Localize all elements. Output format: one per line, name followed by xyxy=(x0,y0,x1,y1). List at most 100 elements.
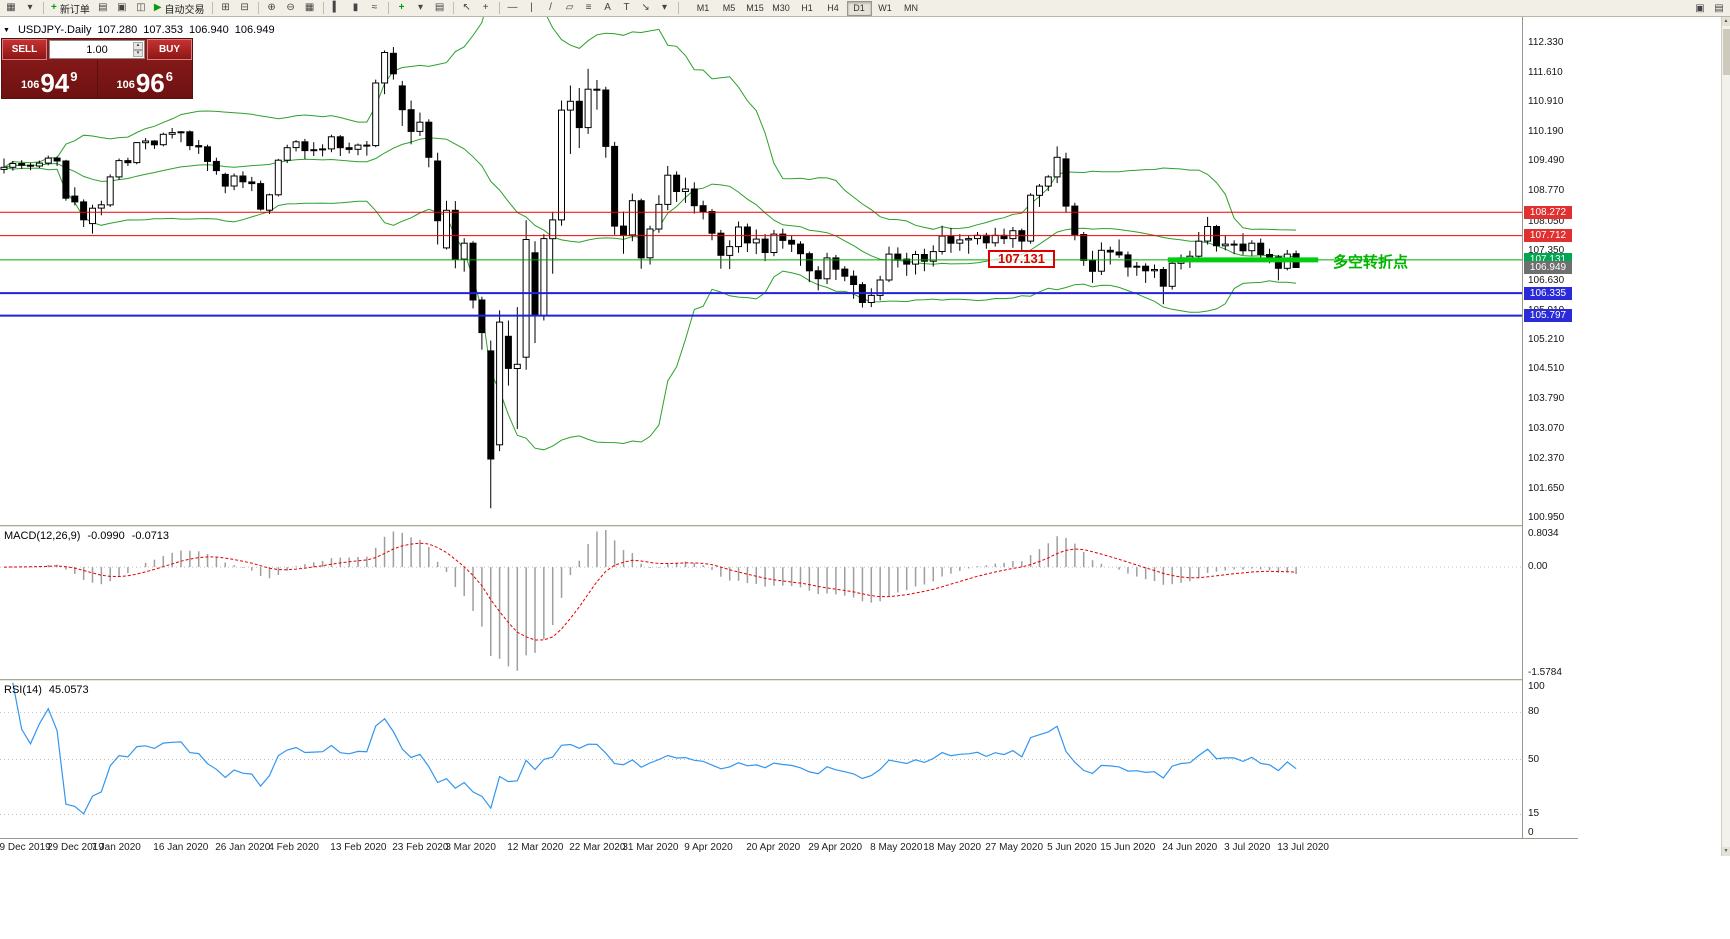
rsi-title: RSI(14) 45.0573 xyxy=(4,684,89,696)
new-order-button[interactable]: + 新订单 xyxy=(48,1,93,16)
date-label: 16 Jan 2020 xyxy=(153,842,209,853)
timeframe-m5[interactable]: M5 xyxy=(717,1,742,16)
templates-icon[interactable]: ▤ xyxy=(431,1,449,16)
buy-button[interactable]: BUY xyxy=(147,39,192,60)
tile-windows-icon[interactable]: ⊞ xyxy=(217,1,235,16)
timeframe-w1[interactable]: W1 xyxy=(873,1,898,16)
date-label: 26 Jan 2020 xyxy=(215,842,271,853)
macd-chart xyxy=(0,530,1522,671)
date-label: 15 Jun 2020 xyxy=(1100,842,1156,853)
line-chart-icon-glyph: ≈ xyxy=(371,2,378,13)
channel-icon[interactable]: ▱ xyxy=(561,1,579,16)
timeframe-m30[interactable]: M30 xyxy=(769,1,794,16)
cascade-windows-icon[interactable]: ⊟ xyxy=(236,1,254,16)
toolbar-separator xyxy=(452,2,454,14)
sell-button[interactable]: SELL xyxy=(2,39,47,60)
macd-axis-min: -1.5784 xyxy=(1528,667,1562,678)
scrollbar-thumb[interactable] xyxy=(1723,29,1730,75)
timeframe-h1[interactable]: H1 xyxy=(795,1,820,16)
rsi-panel[interactable]: RSI(14) 45.0573 xyxy=(0,681,1522,838)
zoom-out-icon[interactable]: ⊖ xyxy=(282,1,300,16)
sell-price-pip: 9 xyxy=(70,69,78,84)
price-tick: 101.650 xyxy=(1528,482,1565,494)
bar-chart-icon[interactable]: ▍ xyxy=(328,1,346,16)
turning-point-annotation[interactable]: 多空转折点 xyxy=(1333,253,1409,271)
price-chart[interactable] xyxy=(0,17,1522,525)
timeframe-mn[interactable]: MN xyxy=(899,1,924,16)
toolbar-separator xyxy=(43,2,44,14)
horizontal-line-icon-glyph: — xyxy=(507,2,518,13)
cursor-icon-glyph: ↖ xyxy=(462,2,471,13)
profiles-icon[interactable]: ▤ xyxy=(94,1,112,16)
label-icon[interactable]: T xyxy=(618,1,636,16)
current-price-label: 106.949 xyxy=(1524,260,1572,274)
chart-dropdown-icon[interactable]: ▾ xyxy=(21,1,39,16)
chart-high: 107.353 xyxy=(143,24,184,36)
volume-stepper[interactable]: ▴ ▾ xyxy=(133,42,143,57)
navigator-icon[interactable]: ◫ xyxy=(132,1,150,16)
macd-axis-max: 0.8034 xyxy=(1528,528,1559,539)
crosshair-icon[interactable]: + xyxy=(477,1,495,16)
indicators-icon[interactable]: + xyxy=(393,1,411,16)
periods-icon[interactable]: ▾ xyxy=(412,1,430,16)
panel-separator[interactable] xyxy=(0,679,1578,681)
profiles-icon-glyph: ▤ xyxy=(98,2,108,13)
volume-input[interactable]: 1.00 ▴ ▾ xyxy=(49,40,145,59)
new-chart-icon[interactable]: ▦ xyxy=(2,1,20,16)
scroll-up-icon[interactable]: ▲ xyxy=(1722,17,1730,26)
main-chart-panel[interactable]: ▼ USDJPY-.Daily 107.280 107.353 106.940 … xyxy=(0,17,1522,525)
buy-price-prefix: 106 xyxy=(116,79,135,91)
timeframe-h4[interactable]: H4 xyxy=(821,1,846,16)
grid-icon[interactable]: ▦ xyxy=(301,1,319,16)
toolbar-separator xyxy=(498,2,500,14)
one-click-collapse-icon[interactable]: ▼ xyxy=(3,26,10,34)
auto-trading-button[interactable]: ▶ 自动交易 xyxy=(151,1,208,16)
arrows-dropdown-icon-glyph: ▾ xyxy=(662,2,668,13)
chart-dropdown-icon-glyph: ▾ xyxy=(27,2,33,13)
cursor-icon[interactable]: ↖ xyxy=(458,1,476,16)
arrows-icon[interactable]: ↘ xyxy=(637,1,655,16)
buy-price-button[interactable]: 106 96 6 xyxy=(96,60,193,98)
stepper-down-icon[interactable]: ▾ xyxy=(133,49,143,57)
line-chart-icon[interactable]: ≈ xyxy=(366,1,384,16)
templates-icon-glyph: ▤ xyxy=(434,2,445,13)
date-label: 13 Jul 2020 xyxy=(1277,842,1329,853)
fibonacci-icon[interactable]: ≡ xyxy=(580,1,598,16)
candlestick-chart-icon[interactable]: ▮ xyxy=(347,1,365,16)
timeframe-m1[interactable]: M1 xyxy=(691,1,716,16)
window-restore-icon[interactable]: ▣ xyxy=(1691,1,1709,16)
one-click-trading-panel: SELL 1.00 ▴ ▾ BUY 106 94 9 106 xyxy=(1,38,193,99)
vertical-line-icon[interactable]: | xyxy=(523,1,541,16)
scroll-down-icon[interactable]: ▼ xyxy=(1722,847,1730,856)
arrows-dropdown-icon[interactable]: ▾ xyxy=(656,1,674,16)
macd-panel[interactable]: MACD(12,26,9) -0.0990 -0.0713 xyxy=(0,527,1522,679)
price-axis[interactable]: 112.330 111.610 110.910 110.190 109.490 108.7… xyxy=(1522,17,1578,838)
trendline-icon[interactable]: / xyxy=(542,1,560,16)
timeframe-d1[interactable]: D1 xyxy=(846,0,872,16)
stepper-up-icon[interactable]: ▴ xyxy=(133,42,143,50)
sell-price-prefix: 106 xyxy=(20,79,40,91)
chart-symbol-period: USDJPY-.Daily xyxy=(17,24,92,36)
rsi-chart xyxy=(0,682,1522,815)
price-callout-box[interactable]: 107.131 xyxy=(988,249,1055,268)
rsi-name: RSI(14) xyxy=(4,684,42,696)
rsi-value: 45.0573 xyxy=(48,684,89,696)
toolbar-options-icon[interactable]: ▤ xyxy=(1710,1,1728,16)
date-label: 18 May 2020 xyxy=(923,842,982,853)
vertical-scrollbar[interactable]: ▲ ▼ xyxy=(1721,17,1730,856)
market-watch-icon[interactable]: ▣ xyxy=(113,1,131,16)
sell-price-button[interactable]: 106 94 9 xyxy=(2,60,97,98)
horizontal-level-lines[interactable] xyxy=(0,211,1522,317)
price-level-label: 108.272 xyxy=(1524,205,1572,219)
price-tick: 108.770 xyxy=(1528,185,1565,197)
price-tick: 111.610 xyxy=(1528,66,1563,78)
panel-separator[interactable] xyxy=(0,525,1578,527)
price-tick: 112.330 xyxy=(1528,36,1564,48)
new-order-button-label: 新订单 xyxy=(59,4,90,16)
text-icon[interactable]: A xyxy=(599,1,617,16)
zoom-in-icon[interactable]: ⊕ xyxy=(263,1,281,16)
timeframe-m15[interactable]: M15 xyxy=(743,1,768,16)
horizontal-line-icon[interactable]: — xyxy=(504,1,522,16)
date-label: 29 Apr 2020 xyxy=(808,842,863,853)
